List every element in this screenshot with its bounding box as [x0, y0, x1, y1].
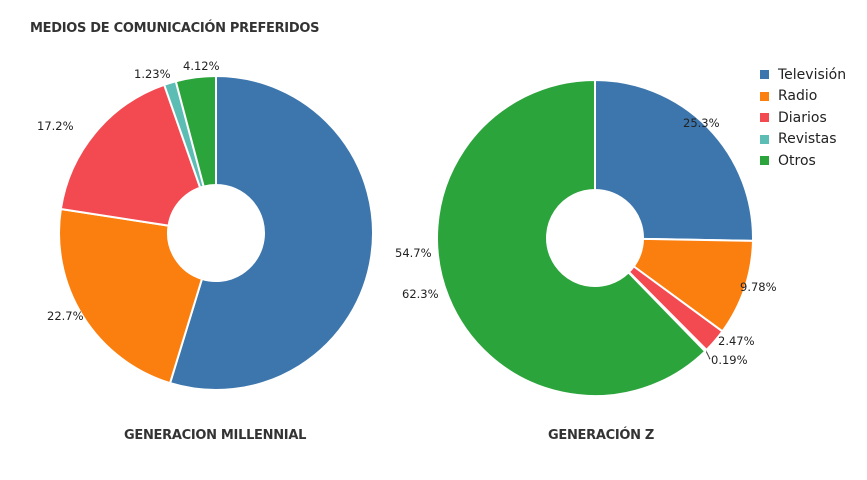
slice-value-label: 9.78% — [740, 280, 777, 294]
legend[interactable]: Televisión Radio Diarios Revistas Otros — [760, 64, 846, 172]
legend-item-radio[interactable]: Radio — [760, 86, 846, 108]
legend-swatch — [760, 113, 769, 123]
legend-label: Revistas — [778, 131, 837, 148]
legend-item-television[interactable]: Televisión — [760, 64, 846, 86]
legend-swatch — [760, 156, 769, 166]
chart-label-generation-z: GENERACIÓN Z — [548, 428, 655, 443]
slice-televisin[interactable] — [168, 74, 374, 391]
slice-televisin[interactable] — [594, 78, 754, 242]
slice-value-label: 25.3% — [683, 116, 720, 130]
slice-value-label: 4.12% — [183, 59, 220, 73]
donut-millennial: 54.7% 22.7% 17.2% 1.23% 4.12% — [37, 59, 432, 391]
slice-radio[interactable] — [58, 207, 204, 385]
slice-value-label: 22.7% — [47, 309, 84, 323]
legend-swatch — [760, 70, 769, 80]
slice-value-label: 17.2% — [37, 119, 74, 133]
legend-label: Otros — [778, 152, 816, 169]
slice-value-label: 0.19% — [711, 353, 748, 367]
donut-generation-z: 25.3% 9.78% 2.47% 0.19% 62.3% — [402, 78, 777, 397]
legend-item-otros[interactable]: Otros — [760, 150, 846, 172]
slice-value-label: 1.23% — [134, 67, 171, 81]
slice-otros[interactable] — [174, 74, 217, 188]
slice-diarios[interactable] — [59, 83, 202, 227]
legend-item-revistas[interactable]: Revistas — [760, 129, 846, 151]
legend-label: Radio — [778, 88, 818, 105]
legend-swatch — [760, 91, 769, 101]
slice-value-label: 54.7% — [395, 246, 432, 260]
slice-otros[interactable] — [436, 78, 707, 397]
slice-value-label: 2.47% — [718, 334, 755, 348]
slice-value-label: 62.3% — [402, 287, 439, 301]
legend-label: Diarios — [778, 109, 827, 126]
legend-item-diarios[interactable]: Diarios — [760, 107, 846, 129]
legend-label: Televisión — [778, 66, 847, 83]
legend-swatch — [760, 134, 769, 144]
chart-title: MEDIOS DE COMUNICACIÓN PREFERIDOS — [30, 21, 320, 36]
chart-label-millennial: GENERACION MILLENNIAL — [124, 428, 307, 443]
leader-line — [705, 350, 711, 360]
